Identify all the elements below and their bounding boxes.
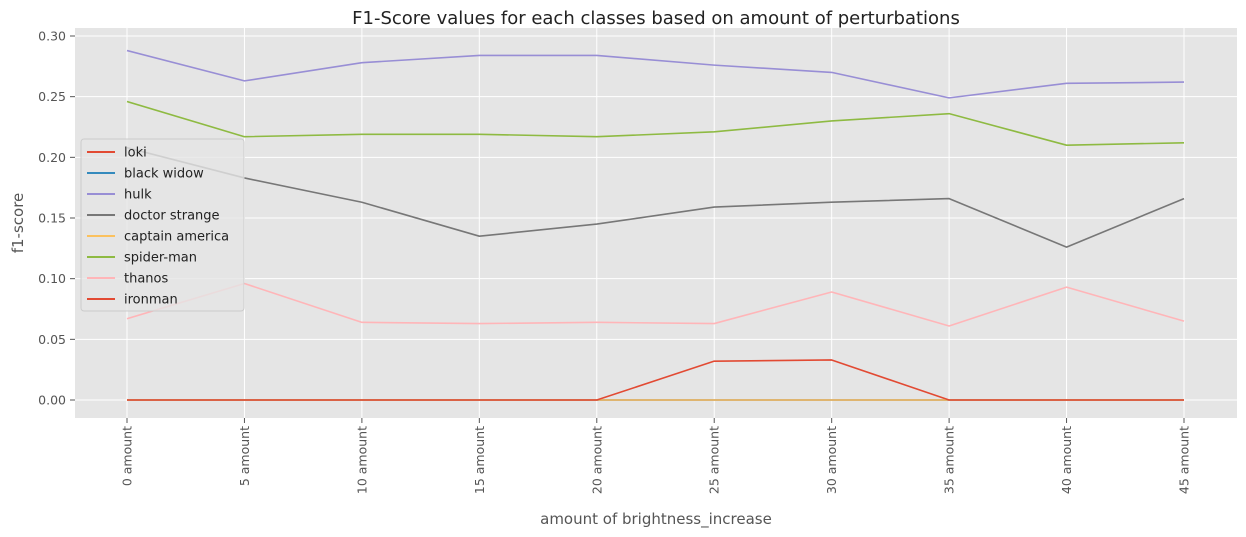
plot-background bbox=[75, 28, 1237, 418]
x-tick-label: 10 amount bbox=[354, 426, 369, 494]
series-line-doctor-strange bbox=[126, 146, 1185, 248]
x-tick-label: 0 amount bbox=[120, 426, 135, 486]
series-line-spider-man bbox=[126, 100, 1185, 146]
x-axis-ticks: 0 amount 5 amount 10 amount 15 amount 20 amo… bbox=[120, 418, 1192, 494]
legend-label: loki bbox=[124, 146, 147, 161]
x-axis-label: amount of brightness_increase bbox=[540, 510, 772, 529]
y-axis-label: f1-score bbox=[9, 193, 27, 254]
series-lines bbox=[126, 49, 1185, 401]
legend-label: ironman bbox=[124, 293, 178, 308]
legend-label: hulk bbox=[124, 188, 152, 203]
x-tick-label: 45 amount bbox=[1177, 426, 1192, 494]
legend-label: thanos bbox=[124, 272, 168, 287]
y-tick-label: 0.10 bbox=[38, 271, 66, 286]
series-line-ironman bbox=[127, 359, 1184, 401]
legend-box bbox=[80, 138, 245, 312]
chart-title: F1-Score values for each classes based o… bbox=[352, 8, 960, 29]
x-tick-label: 25 amount bbox=[707, 426, 722, 494]
y-tick-label: 0.25 bbox=[38, 89, 66, 104]
legend-label: doctor strange bbox=[124, 209, 220, 224]
legend-label: captain america bbox=[124, 230, 229, 245]
grid-lines bbox=[75, 28, 1237, 418]
series-line-hulk bbox=[126, 49, 1185, 99]
x-tick-label: 35 amount bbox=[942, 426, 957, 494]
y-tick-label: 0.15 bbox=[38, 211, 66, 226]
legend: loki black widow hulk doctor strange captain… bbox=[80, 138, 245, 312]
x-tick-label: 5 amount bbox=[237, 426, 252, 486]
y-tick-label: 0.20 bbox=[38, 150, 66, 165]
x-tick-label: 40 amount bbox=[1059, 426, 1074, 494]
y-tick-label: 0.00 bbox=[38, 393, 66, 408]
legend-label: spider-man bbox=[124, 251, 197, 266]
y-axis-ticks: 0.00 0.05 0.10 0.15 0.20 0.25 0.30 bbox=[38, 29, 75, 408]
x-tick-label: 20 amount bbox=[589, 426, 604, 494]
series-line-thanos bbox=[126, 282, 1185, 327]
legend-label: black widow bbox=[124, 167, 204, 182]
y-tick-label: 0.30 bbox=[38, 29, 66, 44]
x-tick-label: 30 amount bbox=[824, 426, 839, 494]
y-tick-label: 0.05 bbox=[38, 332, 66, 347]
x-tick-label: 15 amount bbox=[472, 426, 487, 494]
